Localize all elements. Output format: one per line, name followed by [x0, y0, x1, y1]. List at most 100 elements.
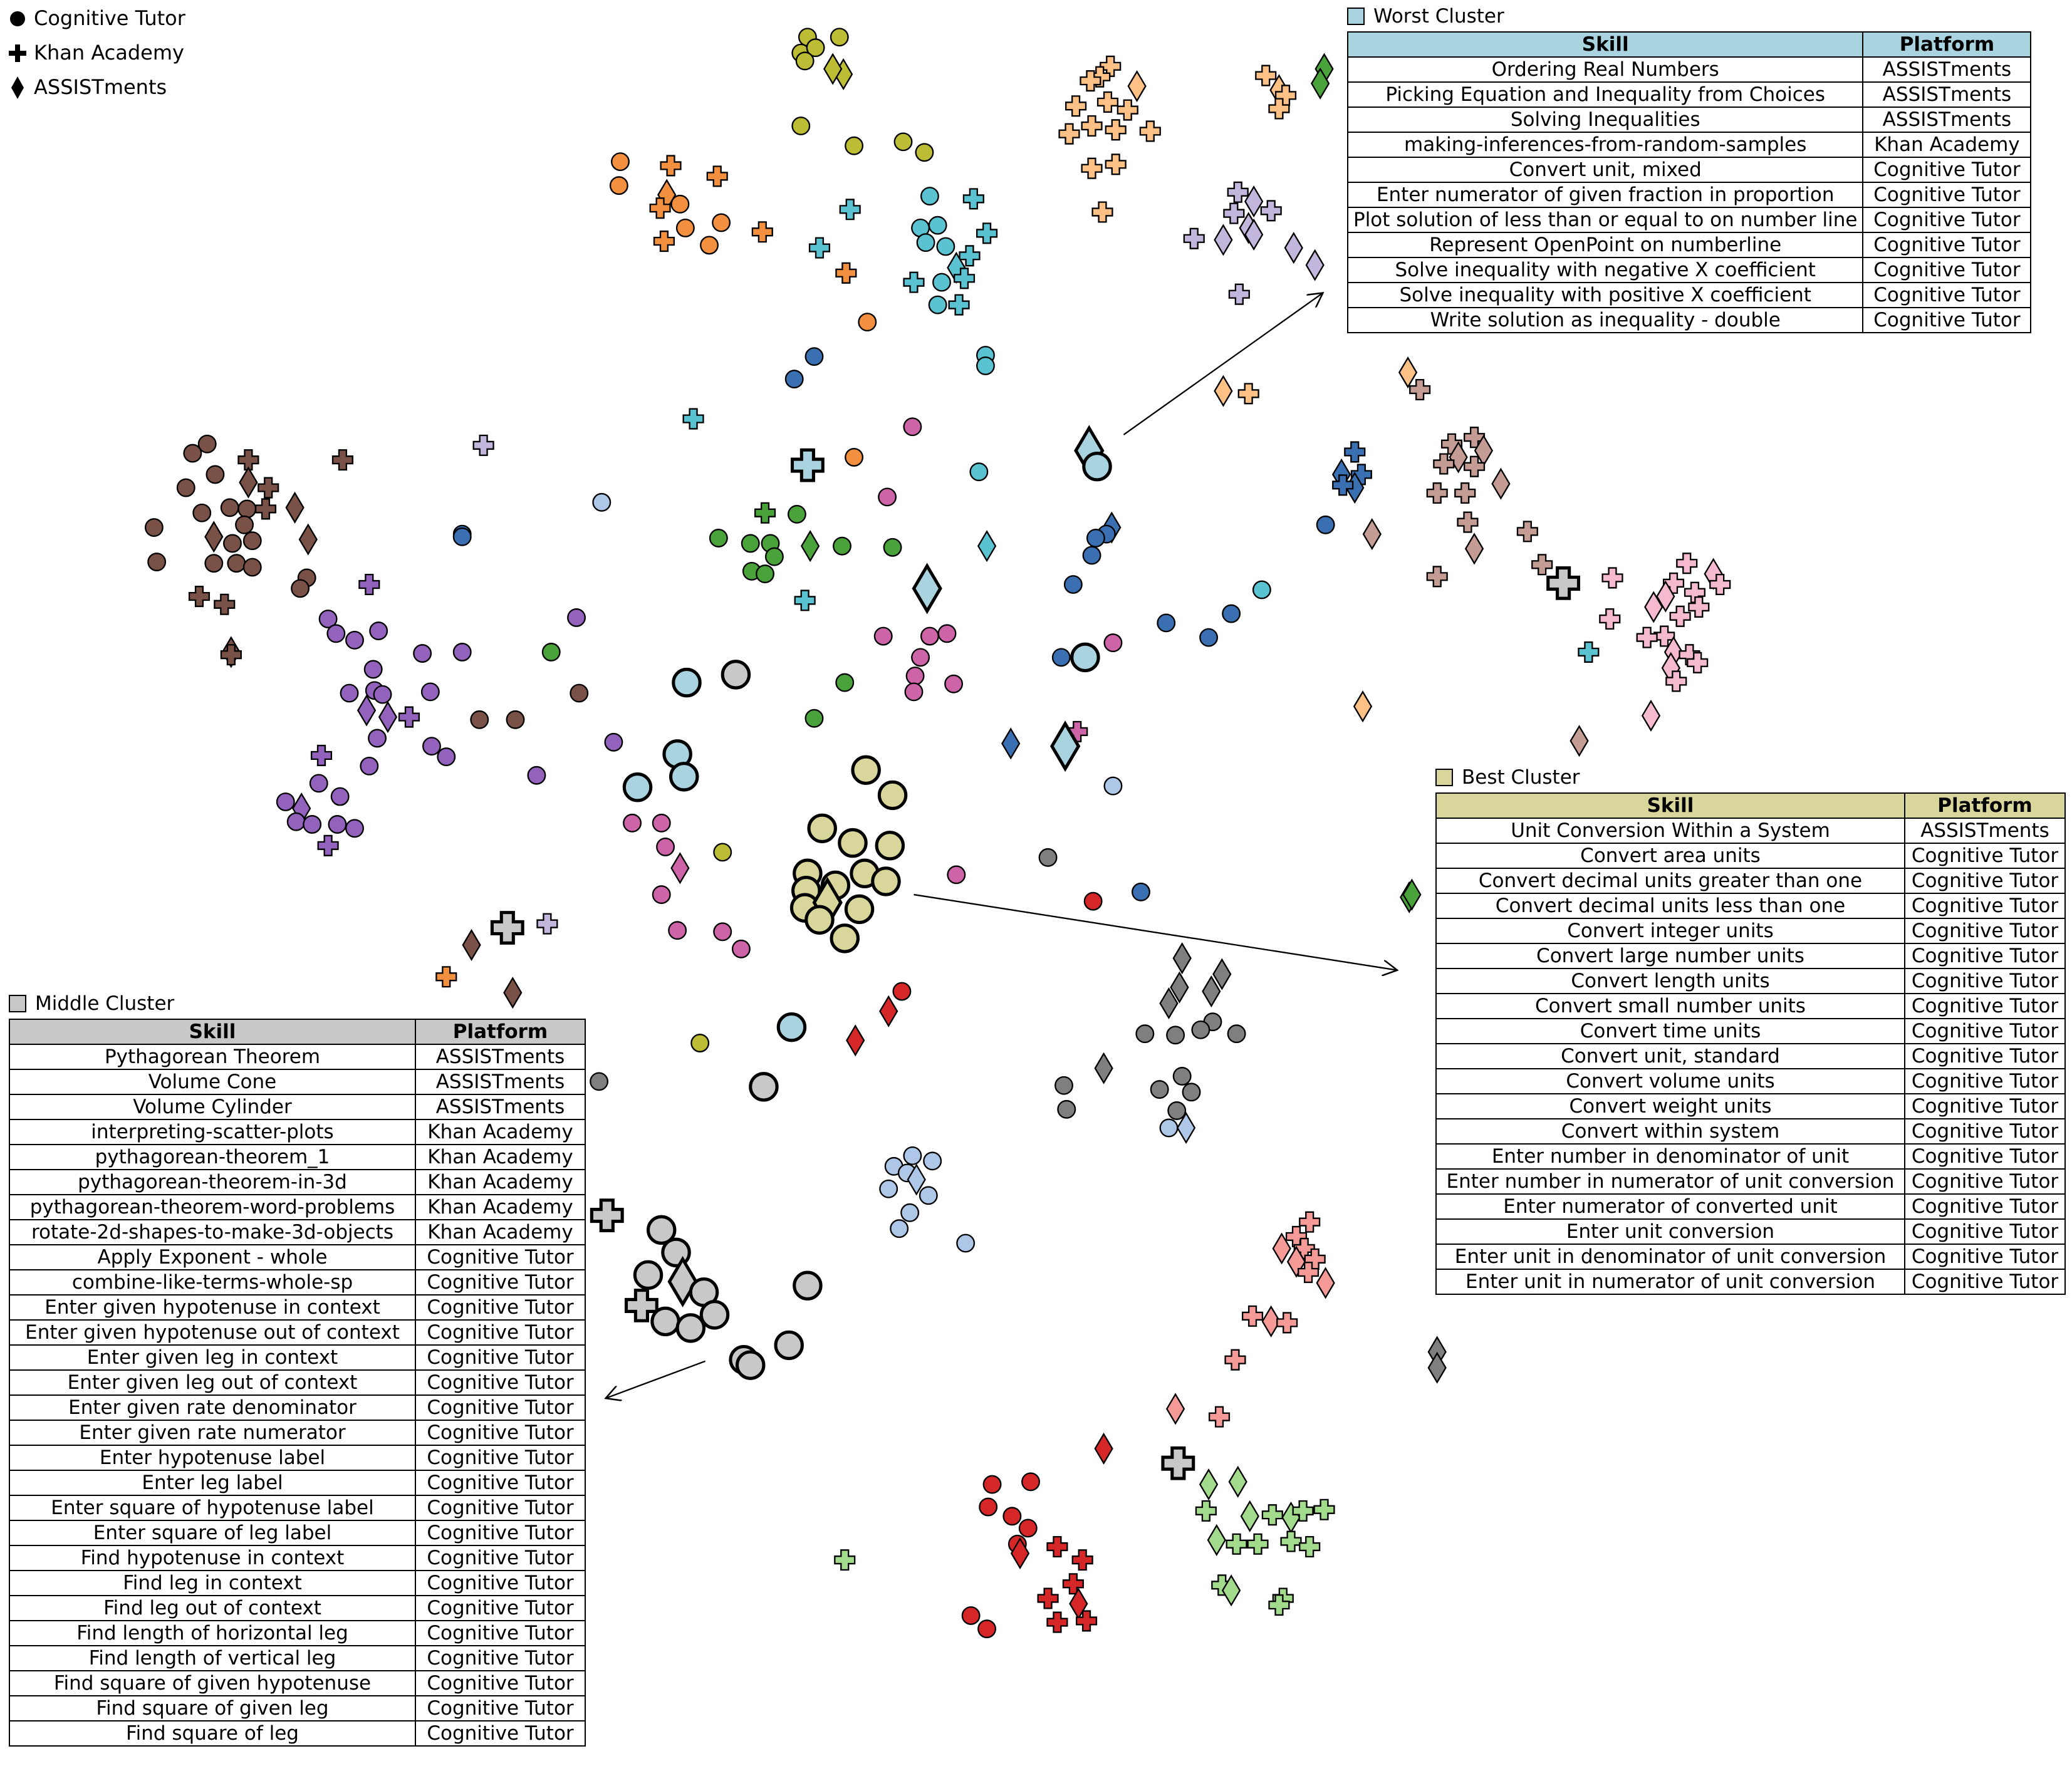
- data-point-cross: [358, 573, 380, 596]
- table-row: pythagorean-theorem-word-problems Khan Ac…: [9, 1194, 586, 1220]
- data-point-circle: [741, 534, 760, 553]
- data-point-cross: [1298, 1262, 1320, 1284]
- data-point-circle: [276, 792, 295, 811]
- skill-cell: Find leg out of context: [9, 1595, 416, 1621]
- data-point-diamond: [1362, 518, 1382, 551]
- best-cluster-title-row: Best Cluster: [1435, 765, 2066, 790]
- data-point-diamond: [1261, 1305, 1281, 1337]
- data-point-circle: [1191, 1020, 1210, 1039]
- data-point-diamond: [1221, 1574, 1241, 1607]
- platform-cell: Cognitive Tutor: [1862, 232, 2032, 258]
- table-row: Enter numerator of converted unit Cogniti…: [1435, 1193, 2066, 1220]
- data-point-circle: [413, 644, 432, 663]
- data-point-cross: [976, 222, 998, 244]
- data-point-circle: [890, 1219, 909, 1239]
- data-point-circle: [675, 218, 695, 237]
- data-point-circle: [979, 1497, 998, 1517]
- data-point-circle: [570, 683, 589, 703]
- data-point-cross: [258, 477, 279, 499]
- data-point-cross: [1227, 181, 1249, 203]
- data-point-cross: [794, 589, 816, 611]
- table-row: Volume Cylinder ASSISTments: [9, 1094, 586, 1120]
- data-point-cross: [1260, 200, 1282, 222]
- data-point-circle: [911, 648, 930, 667]
- skill-cell: Enter given rate denominator: [9, 1394, 416, 1421]
- data-point-circle: [668, 921, 687, 940]
- data-point-cross: [1046, 1535, 1068, 1558]
- data-point-circle: [947, 865, 966, 885]
- data-point-circle: [286, 812, 306, 831]
- data-point-circle: [795, 51, 815, 71]
- data-point-circle: [875, 831, 905, 861]
- skill-cell: pythagorean-theorem-in-3d: [9, 1169, 416, 1195]
- data-point-circle: [1083, 891, 1103, 911]
- data-point-circle: [1252, 580, 1271, 600]
- data-point-cross: [834, 1549, 856, 1571]
- data-point-circle: [318, 610, 338, 628]
- data-point-circle: [669, 762, 699, 792]
- skill-cell: Convert small number units: [1435, 993, 1905, 1019]
- data-point-circle: [923, 1151, 942, 1171]
- platform-cell: ASSISTments: [1862, 81, 2032, 108]
- skill-cell: combine-like-terms-whole-sp: [9, 1269, 416, 1296]
- data-point-diamond: [1199, 1468, 1219, 1501]
- data-point-circle: [326, 624, 346, 643]
- skill-cell: Unit Conversion Within a System: [1435, 818, 1905, 844]
- data-point-cross: [1058, 123, 1080, 145]
- skill-cell: Find length of horizontal leg: [9, 1620, 416, 1646]
- data-point-cross: [1276, 1312, 1298, 1334]
- data-point-circle: [623, 813, 642, 833]
- skill-cell: Apply Exponent - whole: [9, 1244, 416, 1270]
- data-point-cross: [790, 448, 825, 482]
- data-point-circle: [422, 737, 441, 756]
- data-point-circle: [363, 660, 383, 679]
- data-point-circle: [879, 1179, 898, 1198]
- data-point-circle: [807, 813, 837, 843]
- platform-cell: Cognitive Tutor: [1904, 1218, 2066, 1245]
- data-point-diamond: [1244, 218, 1264, 251]
- data-point-circle: [904, 682, 924, 702]
- skill-cell: Enter square of hypotenuse label: [9, 1495, 416, 1521]
- data-point-circle: [592, 492, 612, 512]
- data-point-cross: [1075, 1610, 1098, 1632]
- data-point-diamond: [462, 928, 481, 962]
- table-row: Find square of given hypotenuse Cognitive…: [9, 1670, 586, 1696]
- data-point-diamond: [823, 53, 843, 85]
- data-point-circle: [237, 499, 257, 519]
- table-row: Find leg in context Cognitive Tutor: [9, 1570, 586, 1596]
- data-point-circle: [1150, 1080, 1169, 1099]
- data-point-circle: [1222, 604, 1241, 623]
- annotation-arrow: [606, 1360, 706, 1398]
- data-point-cross: [948, 294, 970, 316]
- data-point-circle: [506, 710, 525, 729]
- worst-cluster-table: Skill Platform Ordering Real Numbers ASSI…: [1346, 31, 2032, 333]
- skill-cell: Enter number in numerator of unit conver…: [1435, 1168, 1905, 1195]
- data-point-circle: [360, 756, 379, 776]
- data-point-cross: [624, 1289, 659, 1322]
- table-row: Enter given rate denominator Cognitive Tu…: [9, 1394, 586, 1421]
- data-point-circle: [764, 547, 784, 566]
- data-point-diamond: [1353, 690, 1373, 723]
- data-point-circle: [303, 815, 322, 834]
- platform-cell: Cognitive Tutor: [415, 1570, 586, 1596]
- data-point-diamond: [1641, 699, 1661, 732]
- platform-cell: Cognitive Tutor: [415, 1344, 586, 1371]
- data-point-cross: [1516, 521, 1538, 543]
- column-header-skill: Skill: [1435, 792, 1905, 819]
- data-point-circle: [675, 1313, 706, 1343]
- table-row: Solve inequality with negative X coeffic…: [1346, 257, 2032, 283]
- data-point-cross: [1531, 554, 1553, 576]
- table-row: Convert volume units Cognitive Tutor: [1435, 1068, 2066, 1094]
- platform-cell: Cognitive Tutor: [415, 1670, 586, 1696]
- table-row: Enter numerator of given fraction in pro…: [1346, 182, 2032, 208]
- skill-cell: Convert decimal units greater than one: [1435, 868, 1905, 894]
- platform-cell: Cognitive Tutor: [415, 1620, 586, 1646]
- skill-cell: Picking Equation and Inequality from Cho…: [1346, 81, 1864, 108]
- skill-cell: Convert unit, mixed: [1346, 157, 1864, 183]
- data-point-circle: [340, 683, 359, 703]
- data-point-circle: [709, 529, 728, 548]
- platform-cell: Cognitive Tutor: [1904, 943, 2066, 969]
- data-point-circle: [804, 347, 824, 366]
- data-point-cross: [1280, 1530, 1302, 1552]
- platform-cell: Khan Academy: [415, 1219, 586, 1245]
